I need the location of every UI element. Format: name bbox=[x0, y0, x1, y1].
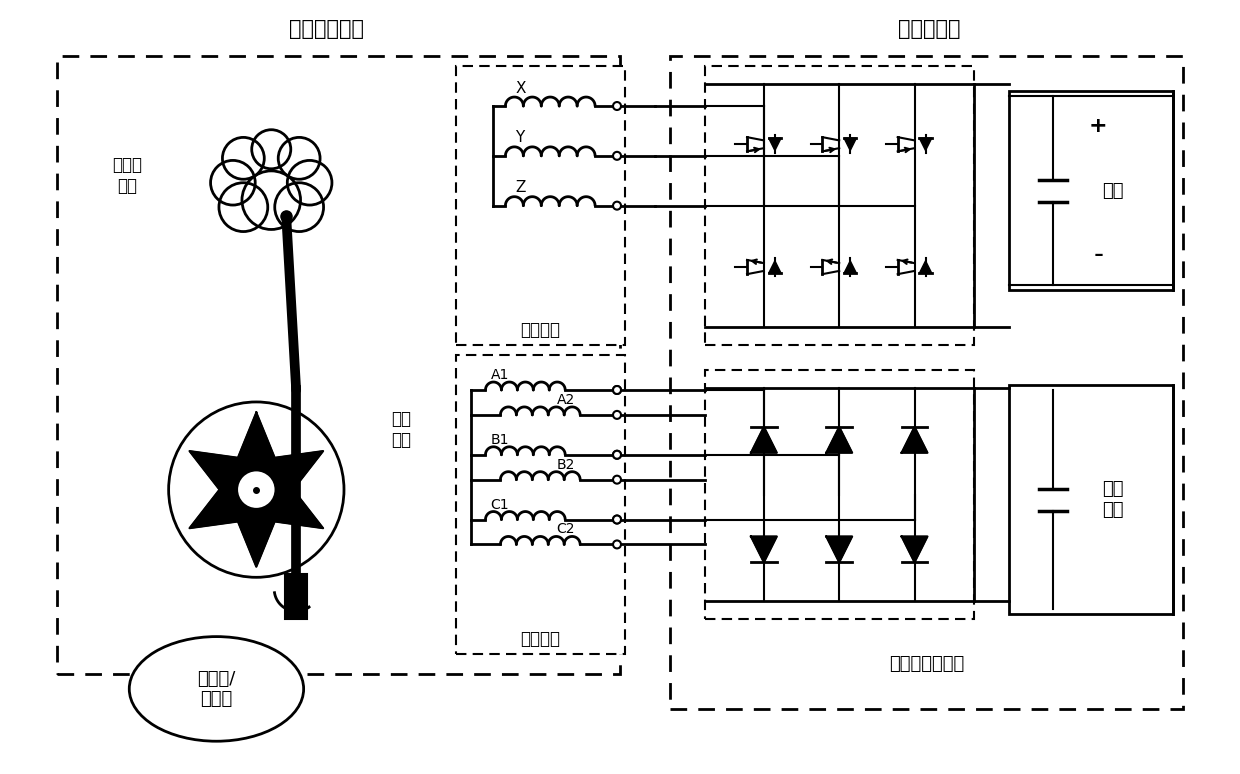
Circle shape bbox=[613, 476, 621, 484]
Text: 励磁绕组: 励磁绕组 bbox=[521, 321, 560, 339]
Text: B1: B1 bbox=[491, 433, 508, 447]
Polygon shape bbox=[826, 536, 852, 563]
Circle shape bbox=[252, 130, 291, 169]
Text: A1: A1 bbox=[491, 368, 508, 382]
Text: 电枢绕组: 电枢绕组 bbox=[521, 630, 560, 648]
Polygon shape bbox=[844, 261, 857, 273]
Circle shape bbox=[237, 471, 275, 509]
Circle shape bbox=[613, 386, 621, 394]
Polygon shape bbox=[901, 426, 928, 453]
FancyBboxPatch shape bbox=[455, 355, 625, 654]
Polygon shape bbox=[751, 536, 776, 563]
Polygon shape bbox=[919, 138, 931, 150]
Polygon shape bbox=[901, 536, 928, 563]
Polygon shape bbox=[751, 426, 776, 453]
Circle shape bbox=[278, 138, 320, 180]
Circle shape bbox=[613, 450, 621, 459]
Text: C2: C2 bbox=[557, 522, 575, 536]
Text: 本发明的电机: 本发明的电机 bbox=[289, 19, 363, 39]
Text: C1: C1 bbox=[491, 498, 510, 512]
Text: B2: B2 bbox=[557, 457, 575, 471]
Text: Z: Z bbox=[516, 180, 526, 195]
FancyBboxPatch shape bbox=[1008, 91, 1173, 290]
Text: 永磁
转子: 永磁 转子 bbox=[391, 410, 410, 449]
Polygon shape bbox=[769, 261, 781, 273]
Text: 功率变换器: 功率变换器 bbox=[898, 19, 960, 39]
Circle shape bbox=[242, 171, 300, 229]
Ellipse shape bbox=[129, 636, 304, 741]
FancyBboxPatch shape bbox=[704, 66, 973, 345]
Polygon shape bbox=[826, 426, 852, 453]
Text: 电源: 电源 bbox=[1102, 182, 1123, 200]
Polygon shape bbox=[919, 261, 931, 273]
Text: A2: A2 bbox=[557, 393, 575, 407]
Circle shape bbox=[613, 515, 621, 523]
Text: 电励磁
转子: 电励磁 转子 bbox=[112, 156, 141, 195]
Circle shape bbox=[613, 102, 621, 110]
Text: 桥式不控整流器: 桥式不控整流器 bbox=[889, 655, 963, 673]
Circle shape bbox=[211, 160, 255, 205]
Circle shape bbox=[275, 183, 324, 231]
Circle shape bbox=[219, 183, 268, 231]
Circle shape bbox=[613, 386, 621, 394]
Circle shape bbox=[613, 152, 621, 159]
Text: Y: Y bbox=[516, 130, 525, 146]
Circle shape bbox=[613, 202, 621, 210]
Polygon shape bbox=[844, 138, 857, 150]
Circle shape bbox=[613, 540, 621, 549]
FancyBboxPatch shape bbox=[704, 370, 973, 619]
Polygon shape bbox=[769, 138, 781, 150]
Circle shape bbox=[288, 160, 332, 205]
Circle shape bbox=[613, 411, 621, 419]
FancyBboxPatch shape bbox=[1008, 385, 1173, 615]
Text: 原动机/
机械能: 原动机/ 机械能 bbox=[197, 670, 236, 708]
Circle shape bbox=[613, 450, 621, 459]
Text: X: X bbox=[516, 80, 526, 95]
Text: +: + bbox=[1089, 116, 1107, 136]
FancyBboxPatch shape bbox=[285, 574, 308, 619]
Circle shape bbox=[613, 515, 621, 523]
Text: -: - bbox=[1094, 241, 1104, 269]
FancyBboxPatch shape bbox=[455, 66, 625, 345]
Circle shape bbox=[169, 402, 343, 577]
Circle shape bbox=[222, 138, 264, 180]
Text: 电气
负载: 电气 负载 bbox=[1102, 480, 1123, 519]
Polygon shape bbox=[190, 413, 324, 567]
